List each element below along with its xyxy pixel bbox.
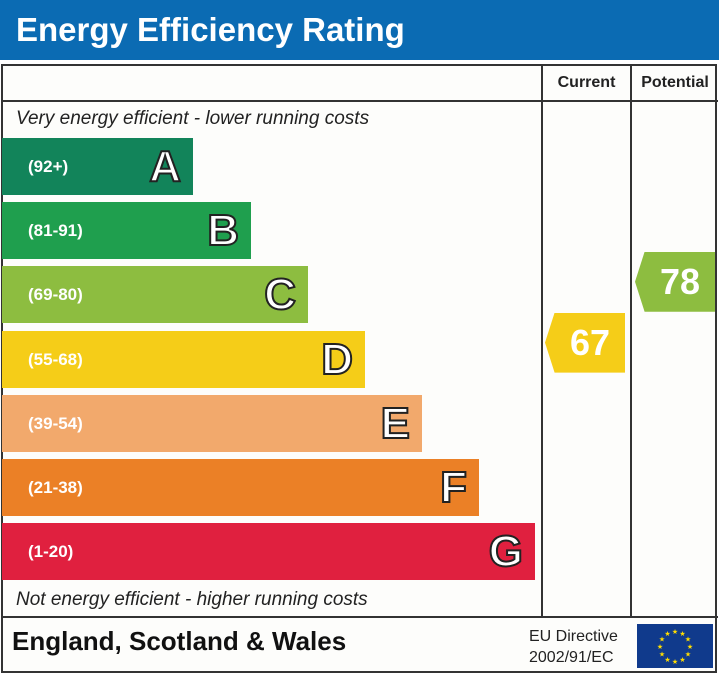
band-bar-a: (92+) A [2, 138, 193, 195]
directive-line1: EU Directive [529, 628, 618, 645]
band-letter: E [380, 398, 411, 449]
band-bar-d: (55-68) D [2, 331, 365, 388]
band-letter: D [320, 334, 354, 385]
potential-rating-arrow: 78 [635, 251, 715, 312]
star-icon: ★ [679, 630, 685, 638]
band-letter: B [206, 205, 240, 256]
band-range: (81-91) [28, 221, 83, 240]
band-range: (39-54) [28, 414, 83, 433]
current-header: Current [557, 74, 616, 91]
region-label: England, Scotland & Wales [12, 626, 347, 656]
star-icon: ★ [664, 630, 670, 638]
star-icon: ★ [685, 636, 691, 644]
divider [630, 64, 632, 617]
star-icon: ★ [685, 651, 691, 659]
potential-rating-value: 78 [659, 260, 701, 302]
band-bar-b: (81-91) B [2, 202, 251, 259]
top-note: Very energy efficient - lower running co… [16, 108, 370, 129]
star-icon: ★ [687, 643, 693, 651]
page-title: Energy Efficiency Rating [0, 0, 719, 60]
band-bar-f: (21-38) F [2, 459, 479, 516]
band-bar-c: (69-80) C [2, 266, 308, 323]
band-letter: A [148, 141, 182, 192]
current-rating-value: 67 [569, 321, 611, 363]
current-rating-arrow: 67 [545, 312, 625, 373]
potential-header: Potential [641, 74, 709, 91]
eu-flag-icon: ★ ★ ★ ★ ★ ★ ★ ★ ★ ★ ★ ★ [637, 624, 713, 668]
band-letter: G [488, 526, 524, 577]
star-icon: ★ [657, 643, 663, 651]
divider [541, 64, 543, 617]
band-range: (55-68) [28, 350, 83, 369]
band-letter: F [439, 462, 468, 513]
divider [1, 616, 718, 618]
star-icon: ★ [659, 636, 665, 644]
band-bar-e: (39-54) E [2, 395, 422, 452]
star-icon: ★ [679, 656, 685, 664]
divider [1, 100, 718, 102]
star-icon: ★ [672, 658, 678, 666]
band-bar-g: (1-20) G [2, 523, 535, 580]
star-icon: ★ [672, 628, 678, 636]
directive-line2: 2002/91/EC [529, 649, 614, 666]
eu-directive: EU Directive 2002/91/EC [529, 626, 618, 668]
band-range: (92+) [28, 157, 69, 176]
star-icon: ★ [664, 656, 670, 664]
band-range: (69-80) [28, 285, 83, 304]
star-icon: ★ [659, 651, 665, 659]
band-range: (21-38) [28, 478, 83, 497]
band-range: (1-20) [28, 542, 74, 561]
bottom-note: Not energy efficient - higher running co… [16, 589, 368, 610]
band-letter: C [263, 269, 297, 320]
